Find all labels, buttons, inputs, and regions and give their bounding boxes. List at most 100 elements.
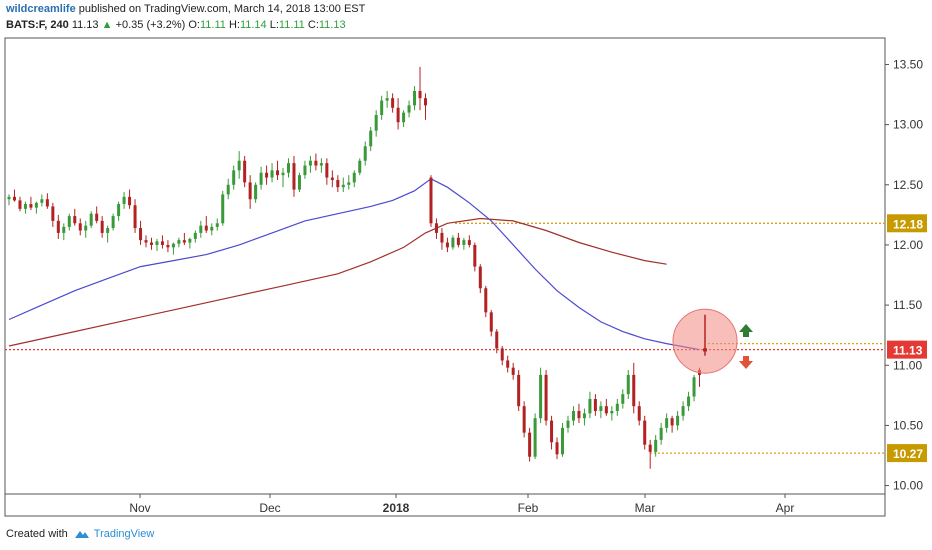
low-label: L: [269, 19, 279, 31]
candle-body [243, 160, 247, 183]
candle-body [106, 228, 110, 233]
x-tick-label: Apr [776, 501, 795, 515]
symbol-label[interactable]: BATS:F, 240 [6, 19, 69, 31]
candle-body [703, 348, 707, 352]
tradingview-logo-icon [74, 531, 89, 538]
candle-body [84, 225, 88, 231]
candle-body [610, 410, 614, 414]
candle-body [517, 374, 521, 407]
high-value: 11.14 [239, 19, 267, 31]
candle-body [423, 98, 428, 106]
low-value: 11.11 [278, 19, 305, 31]
change-value: +0.35 (+3.2%) [115, 19, 186, 31]
candle-body [128, 196, 132, 206]
tradingview-brand: TradingView [93, 528, 155, 540]
candle-body [188, 238, 192, 243]
candle-body [204, 225, 208, 231]
candle-body [78, 223, 82, 231]
candle-body [336, 179, 340, 188]
close-label: C: [307, 19, 319, 31]
price-label-text: 12.18 [893, 217, 923, 231]
candle-body [358, 160, 362, 173]
candle-body [391, 98, 395, 108]
candle-body [166, 244, 170, 248]
candle-body [374, 115, 378, 131]
candle-body [665, 418, 669, 428]
candle-body [303, 165, 307, 176]
tradingview-link[interactable]: TradingView [74, 528, 155, 540]
candle-body [440, 232, 444, 243]
candle-body [95, 213, 99, 221]
x-tick-label: Dec [259, 501, 280, 515]
candle-body [626, 374, 630, 395]
candle-body [347, 182, 351, 185]
y-tick-label: 13.00 [893, 118, 923, 132]
candle-body [23, 204, 27, 209]
candle-body [155, 241, 159, 245]
candle-body [237, 160, 241, 171]
candle-body [100, 220, 104, 233]
candle-body [281, 172, 285, 176]
price-label-text: 11.13 [893, 344, 923, 358]
candle-body [555, 442, 559, 455]
candle-body [511, 367, 515, 375]
candle-body [270, 170, 274, 178]
candle-body [571, 410, 575, 421]
legend-line: BATS:F, 240 11.13 ▲ +0.35 (+3.2%) O:11.1… [6, 18, 365, 34]
candle-body [215, 223, 219, 227]
candle-body [478, 266, 482, 289]
author-name[interactable]: wildcreamlife [6, 3, 76, 15]
candle-body [434, 223, 438, 233]
candle-body [418, 90, 422, 99]
last-price: 11.13 [71, 19, 99, 31]
candle-body [495, 331, 499, 349]
candle-body [473, 244, 477, 267]
candle-body [133, 205, 137, 229]
candle-body [18, 200, 22, 209]
candle-body [111, 216, 115, 229]
candle-body [12, 196, 16, 201]
candle-body [259, 172, 263, 185]
candle-body [539, 374, 543, 419]
candle-body [489, 312, 493, 332]
y-tick-label: 12.50 [893, 178, 923, 192]
candle-body [177, 240, 181, 244]
candle-body [199, 225, 203, 233]
candle-body [385, 98, 389, 101]
candle-body [396, 107, 400, 123]
candle-body [292, 163, 296, 190]
candle-body [73, 216, 77, 224]
candle-body [232, 170, 236, 185]
candle-body [604, 406, 608, 414]
candle-body [632, 374, 636, 407]
candle-body [363, 146, 367, 161]
candle-body [330, 177, 334, 180]
ma-fast-line [8, 178, 700, 351]
candle-body [67, 216, 71, 227]
candle-body [588, 398, 592, 414]
candle-body [676, 415, 680, 426]
candle-body [226, 184, 230, 195]
candle-body [308, 160, 312, 166]
candle-body [413, 90, 417, 106]
x-tick-label: 2018 [383, 501, 410, 515]
open-label: O: [188, 19, 200, 31]
candle-body [62, 226, 66, 233]
candle-body [429, 177, 433, 224]
publish-line: wildcreamlife published on TradingView.c… [6, 2, 365, 18]
chart-header: wildcreamlife published on TradingView.c… [6, 2, 365, 34]
candle-body [144, 240, 148, 243]
candle-body [550, 420, 554, 443]
candle-body [297, 175, 301, 190]
candle-body [528, 432, 532, 457]
candle-body [637, 406, 641, 421]
candle-body [276, 170, 280, 176]
candle-body [45, 199, 49, 207]
candle-body [286, 163, 291, 173]
candle-body [643, 420, 647, 445]
created-with-label: Created with [6, 528, 68, 540]
y-tick-label: 12.00 [893, 238, 923, 252]
candle-body [615, 403, 619, 411]
open-value: 11.11 [199, 19, 226, 31]
